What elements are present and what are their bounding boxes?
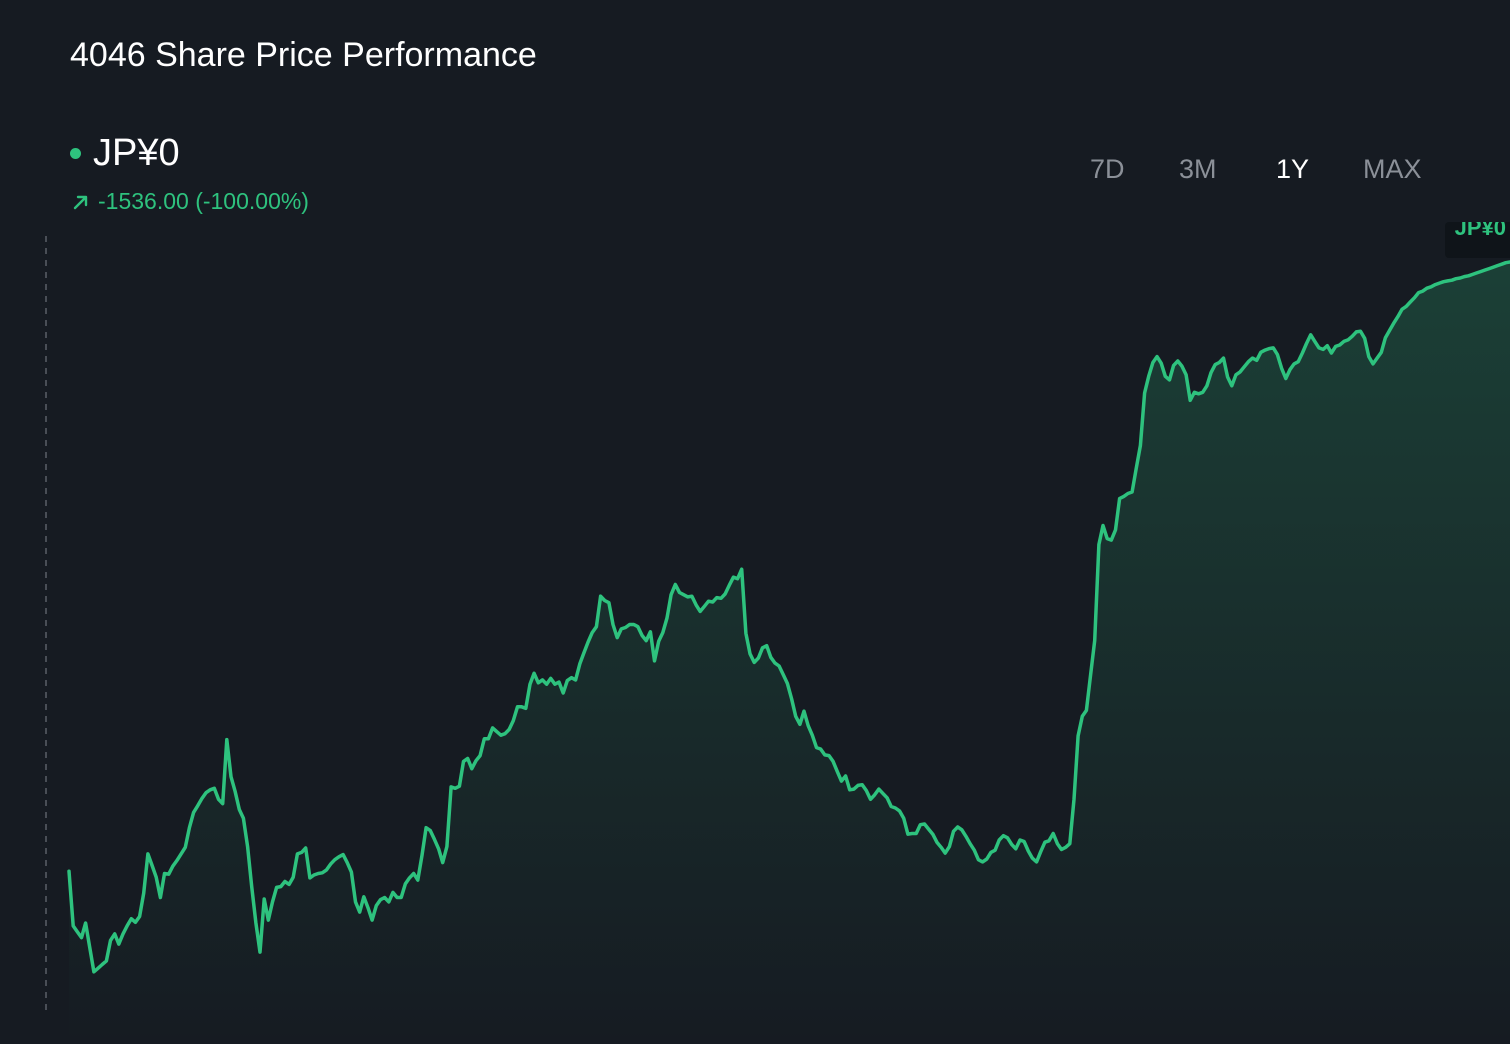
chart-title: 4046 Share Price Performance	[70, 36, 537, 74]
range-selector: 7D 3M 1Y MAX	[1090, 154, 1510, 194]
tab-7d[interactable]: 7D	[1090, 154, 1125, 184]
arrow-up-right-icon	[73, 195, 88, 209]
current-price: JP¥0	[93, 132, 180, 174]
price-change-row: -1536.00 (-100.00%)	[72, 188, 309, 215]
price-line	[67, 260, 1510, 974]
tab-max[interactable]: MAX	[1363, 154, 1422, 184]
series-dot-icon	[70, 148, 81, 159]
tab-3m[interactable]: 3M	[1179, 154, 1217, 184]
end-price-label: JP¥0	[1444, 222, 1510, 258]
current-price-row: JP¥0	[70, 132, 180, 175]
tab-1y[interactable]: 1Y	[1276, 154, 1310, 184]
price-area-fill	[69, 262, 1510, 1044]
price-change: -1536.00 (-100.00%)	[98, 188, 309, 214]
